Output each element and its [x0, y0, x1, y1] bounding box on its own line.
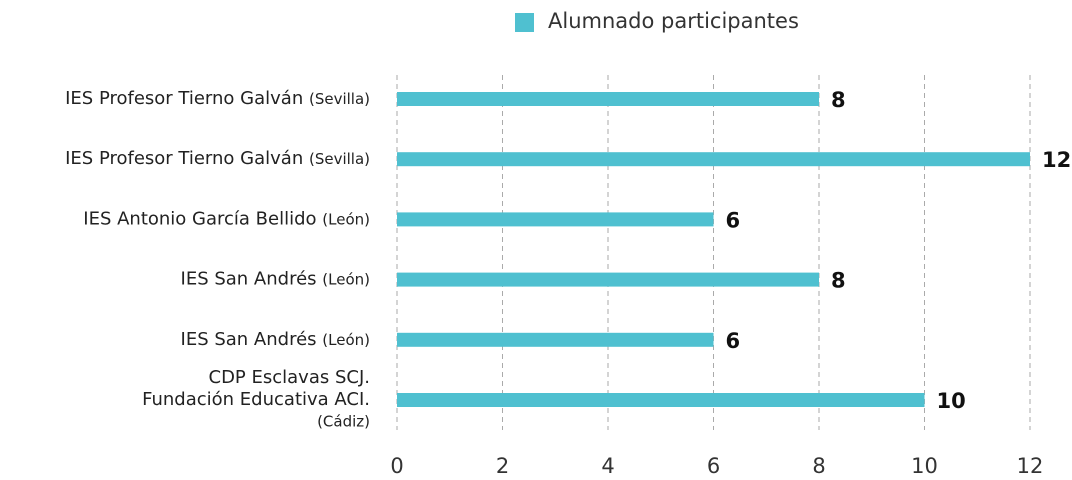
bar	[397, 393, 925, 407]
bar	[397, 272, 819, 287]
category-place: (León)	[322, 270, 370, 288]
x-tick-label: 6	[707, 454, 720, 478]
category-label: IES San Andrés (León)	[181, 329, 370, 350]
category-place: (León)	[322, 330, 370, 348]
value-label: 6	[726, 329, 741, 353]
value-label: 8	[831, 88, 846, 112]
category-label: IES Antonio García Bellido (León)	[83, 208, 370, 229]
category-label: IES Profesor Tierno Galván (Sevilla)	[65, 148, 370, 169]
category-place: (Cádiz)	[317, 413, 370, 431]
category-name: IES Profesor Tierno Galván	[65, 88, 303, 109]
category-label: IES San Andrés (León)	[181, 269, 370, 290]
category-name: IES Antonio García Bellido	[83, 208, 316, 229]
category-place: (Sevilla)	[309, 90, 370, 108]
value-label: 8	[831, 269, 846, 293]
x-tick-label: 0	[390, 454, 403, 478]
category-label: CDP Esclavas SCJ.	[209, 367, 371, 388]
category-label: Fundación Educativa ACI.	[142, 389, 370, 410]
x-tick-label: 12	[1017, 454, 1044, 478]
x-tick-label: 10	[911, 454, 938, 478]
x-tick-label: 2	[496, 454, 509, 478]
bar	[397, 92, 819, 106]
category-name: IES Profesor Tierno Galván	[65, 148, 303, 169]
category-label: IES Profesor Tierno Galván (Sevilla)	[65, 88, 370, 109]
legend-swatch	[515, 13, 534, 32]
category-name: IES San Andrés	[181, 269, 317, 290]
category-place: (León)	[322, 210, 370, 228]
legend-label: Alumnado participantes	[548, 9, 799, 33]
value-label: 6	[726, 208, 741, 232]
value-label: 12	[1042, 148, 1071, 172]
bar	[397, 152, 1030, 167]
bar	[397, 332, 714, 347]
value-label: 10	[937, 389, 966, 413]
x-tick-label: 4	[601, 454, 614, 478]
category-name: IES San Andrés	[181, 329, 317, 350]
category-place: (Sevilla)	[309, 150, 370, 168]
x-tick-label: 8	[812, 454, 825, 478]
bar	[397, 212, 714, 227]
